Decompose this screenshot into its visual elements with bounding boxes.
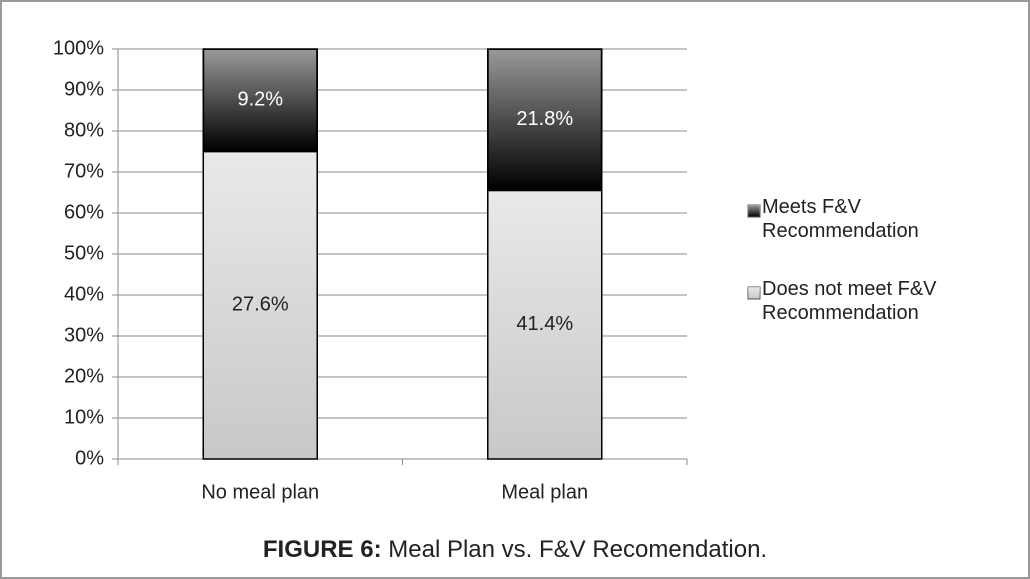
bar-shine bbox=[488, 50, 601, 190]
y-tick-label: 80% bbox=[64, 119, 104, 141]
y-tick-label: 0% bbox=[75, 447, 104, 469]
legend-swatch-shine bbox=[748, 205, 760, 217]
data-label: 21.8% bbox=[516, 108, 573, 130]
y-tick-label: 50% bbox=[64, 242, 104, 264]
legend-entry: Meets F&V Recommendation bbox=[762, 196, 919, 242]
legend-label: Meets F&V Recommendation bbox=[762, 196, 919, 242]
data-label: 27.6% bbox=[232, 294, 289, 316]
y-tick-label: 100% bbox=[53, 37, 104, 59]
bar-shine bbox=[204, 50, 317, 151]
y-tick-label: 40% bbox=[64, 283, 104, 305]
legend-label: Does not meet F&V Recommendation bbox=[762, 278, 937, 324]
bar-shine bbox=[204, 152, 317, 458]
y-tick-label: 60% bbox=[64, 201, 104, 223]
legend-swatch-shine bbox=[748, 287, 760, 299]
x-tick-label: Meal plan bbox=[501, 481, 588, 503]
x-tick-label: No meal plan bbox=[201, 481, 319, 503]
caption: FIGURE 6: Meal Plan vs. F&V Recomendatio… bbox=[263, 536, 767, 563]
data-label: 9.2% bbox=[237, 89, 283, 111]
y-tick-label: 70% bbox=[64, 160, 104, 182]
caption-text: Meal Plan vs. F&V Recomendation. bbox=[388, 536, 767, 563]
y-tick-label: 90% bbox=[64, 78, 104, 100]
legend-entry: Does not meet F&V Recommendation bbox=[762, 278, 937, 324]
y-tick-label: 10% bbox=[64, 406, 104, 428]
bar-shine bbox=[488, 191, 601, 458]
y-tick-label: 30% bbox=[64, 324, 104, 346]
y-tick-label: 20% bbox=[64, 365, 104, 387]
caption-label: FIGURE 6: bbox=[263, 536, 382, 563]
data-label: 41.4% bbox=[516, 313, 573, 335]
